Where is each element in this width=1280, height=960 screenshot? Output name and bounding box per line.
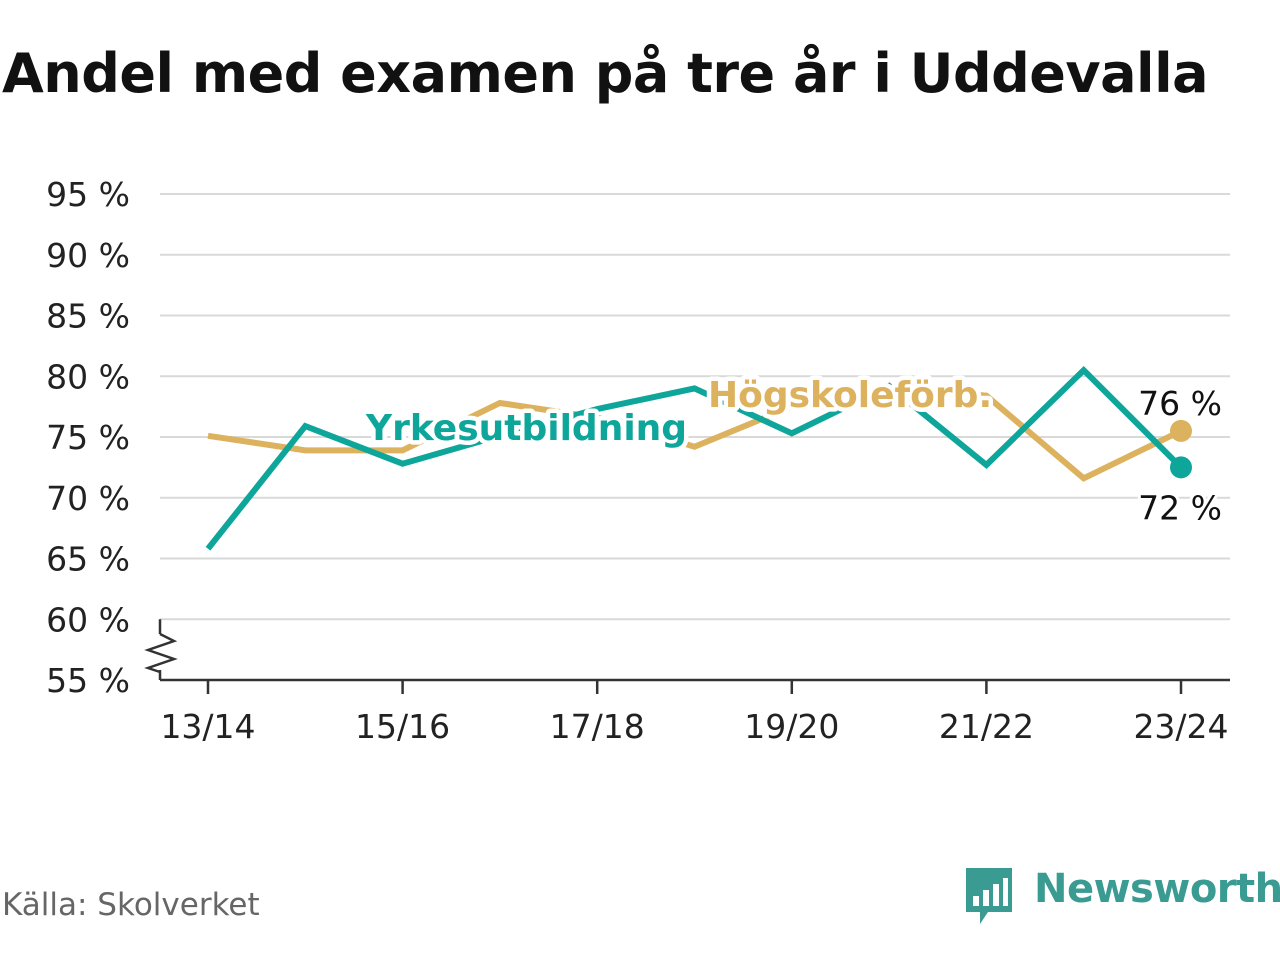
series-name-label: Högskoleförb. (708, 375, 992, 416)
series-name-label: Yrkesutbildning (365, 408, 687, 449)
series-line (207, 384, 1183, 482)
series-labels: 76 % 72 % Högskoleförb. Yrkesutbildning (361, 371, 1226, 531)
y-tick-label: 70 % (46, 479, 130, 518)
series-end-point (1170, 419, 1192, 442)
y-axis-labels: 95 % 90 % 85 % 80 % 75 % 70 % 65 % 60 % 55 % (46, 175, 130, 700)
y-tick-label: 85 % (46, 297, 130, 336)
series-line (205, 365, 1184, 551)
x-tick-label: 17/18 (550, 707, 645, 746)
grid-lines (160, 193, 1230, 621)
series-end-point (1170, 456, 1192, 479)
x-tick-label: 15/16 (355, 707, 450, 746)
x-tick-label: 21/22 (939, 707, 1034, 746)
y-tick-label: 95 % (46, 175, 130, 214)
series-lines (205, 365, 1192, 551)
brand-logo[interactable]: Newsworthy (964, 864, 1280, 926)
y-tick-label: 90 % (46, 236, 130, 275)
brand-name: Newsworthy (1034, 866, 1280, 912)
series-end-label: 72 % (1138, 488, 1222, 527)
axis-break-icon (144, 632, 178, 674)
y-tick-label: 80 % (46, 357, 130, 396)
x-tick-label: 19/20 (744, 707, 839, 746)
y-tick-label: 65 % (46, 540, 130, 579)
series-end-label: 76 % (1138, 384, 1222, 423)
y-tick-label: 55 % (46, 661, 130, 700)
chart-title: Andel med examen på tre år i Uddevalla (2, 42, 1209, 105)
x-axis (144, 619, 1230, 682)
y-tick-label: 60 % (46, 600, 130, 639)
y-tick-label: 75 % (46, 418, 130, 457)
x-axis-labels: 13/14 15/16 17/18 19/20 21/22 23/24 (160, 680, 1229, 746)
newsworthy-logo-icon (966, 868, 1012, 924)
source-note: Källa: Skolverket (2, 887, 260, 923)
x-tick-label: 13/14 (160, 707, 255, 746)
x-tick-label: 23/24 (1133, 707, 1228, 746)
